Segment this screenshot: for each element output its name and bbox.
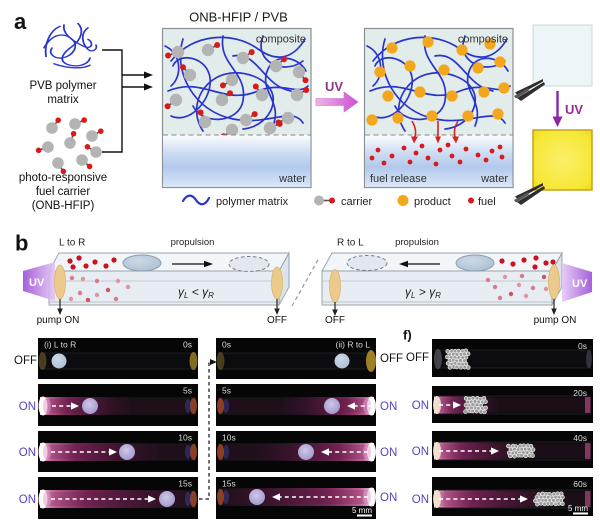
svg-text:water: water [278,173,306,185]
svg-text:15s: 15s [222,479,236,489]
svg-text:(i) L to R: (i) L to R [44,340,76,350]
svg-text:carrier: carrier [341,196,373,208]
svg-text:ONB-HFIP / PVB: ONB-HFIP / PVB [189,10,288,25]
svg-text:fuel: fuel [478,196,496,208]
svg-text:UV: UV [565,102,583,117]
svg-text:5s: 5s [183,386,192,396]
svg-text:propulsion: propulsion [395,237,439,248]
svg-text:a: a [14,9,27,34]
svg-text:15s: 15s [178,479,192,489]
svg-text:ON: ON [19,494,36,506]
svg-text:ON: ON [412,446,429,458]
svg-text:OFF: OFF [14,355,37,367]
svg-text:product: product [414,196,451,208]
svg-text:ON: ON [380,447,397,459]
svg-text:0s: 0s [578,341,587,351]
svg-text:OFF: OFF [406,352,429,364]
svg-text:f): f) [403,328,412,343]
svg-text:L to R: L to R [59,238,85,249]
svg-text:ON: ON [412,494,429,506]
svg-text:photo-responsive: photo-responsive [19,172,107,184]
svg-text:fuel release: fuel release [370,173,427,185]
svg-text:(ONB-HFIP): (ONB-HFIP) [32,200,95,212]
svg-text:ON: ON [19,447,36,459]
svg-text:5s: 5s [222,386,231,396]
svg-text:propulsion: propulsion [171,237,215,248]
svg-text:60s: 60s [573,479,587,489]
svg-text:R to L: R to L [337,238,364,249]
svg-text:5 mm: 5 mm [568,504,588,513]
svg-text:OFF: OFF [325,315,345,326]
svg-text:UV: UV [29,277,45,289]
svg-text:5 mm: 5 mm [352,506,372,515]
svg-text:40s: 40s [573,433,587,443]
svg-text:ON: ON [380,401,397,413]
svg-text:10s: 10s [178,433,192,443]
svg-text:pump ON: pump ON [534,315,577,326]
svg-text:OFF: OFF [267,315,287,326]
svg-text:(ii) R to L: (ii) R to L [336,340,371,350]
svg-text:UV: UV [325,79,343,94]
svg-text:water: water [480,173,508,185]
svg-text:pump ON: pump ON [37,315,80,326]
svg-text:0s: 0s [222,340,231,350]
svg-text:ON: ON [380,492,397,504]
svg-text:b: b [15,231,28,256]
svg-text:matrix: matrix [47,94,79,106]
svg-text:polymer matrix: polymer matrix [216,196,289,208]
svg-text:ON: ON [412,400,429,412]
svg-text:10s: 10s [222,433,236,443]
svg-text:composite: composite [256,34,306,46]
svg-text:ON: ON [19,401,36,413]
svg-text:0s: 0s [183,340,192,350]
svg-text:20s: 20s [573,388,587,398]
svg-text:composite: composite [458,34,508,46]
svg-text:fuel carrier: fuel carrier [36,186,90,198]
svg-text:UV: UV [572,278,588,290]
svg-text:OFF: OFF [380,353,403,365]
svg-text:PVB polymer: PVB polymer [29,80,96,92]
